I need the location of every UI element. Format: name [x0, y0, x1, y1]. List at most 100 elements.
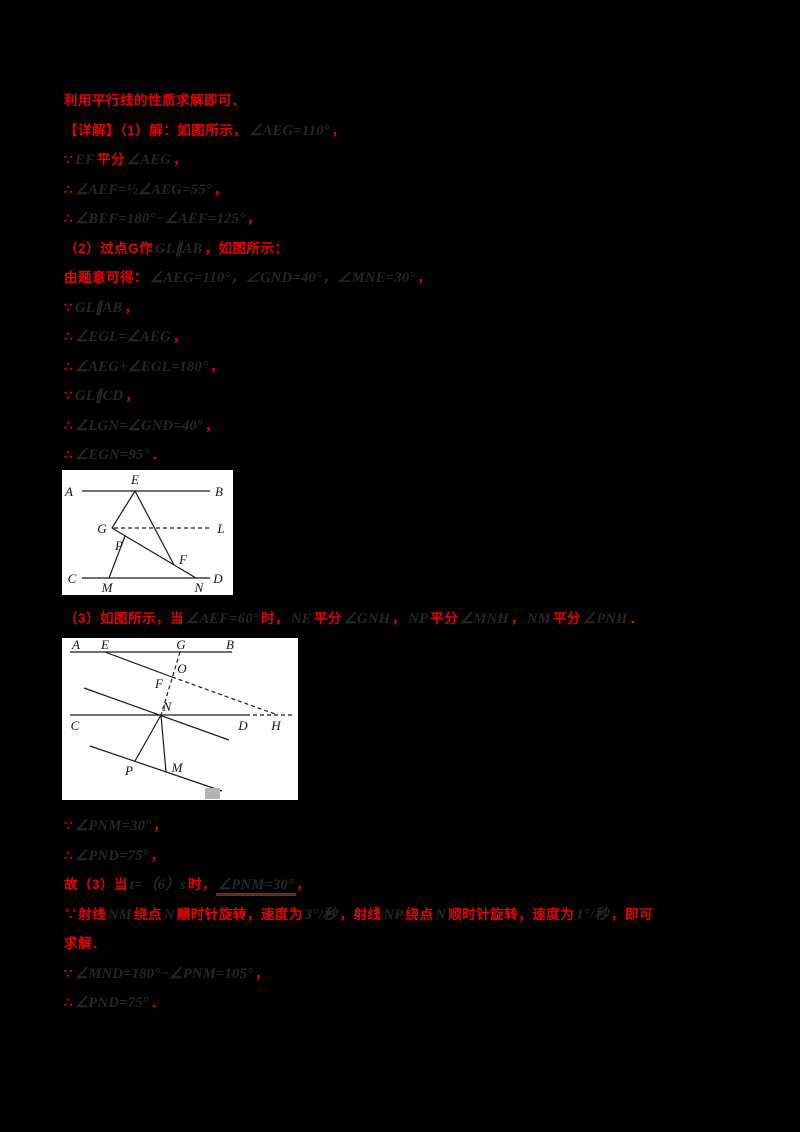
- text-segment-red: 顺时针旋转，速度为: [176, 906, 303, 922]
- text-segment-red: ∵: [64, 388, 74, 403]
- text-segment-math: ∠PND=75°: [75, 847, 149, 864]
- text-segment-red: ，射线: [339, 906, 382, 922]
- text-segment-math: 1°/秒: [576, 906, 610, 923]
- label-L: L: [216, 521, 224, 536]
- text-segment-math: ∠MNH: [460, 610, 509, 627]
- text-segment-math: ∠AEF=60°: [186, 610, 259, 627]
- segment-EF: [134, 490, 175, 565]
- text-segment-math: N: [435, 906, 447, 923]
- solution-lines-part3: ∵ ∠PNM=30°， ∴ ∠PND=75°，故（3）当 t=（6）s 时， ∠PNM=30…: [64, 811, 760, 1018]
- text-segment-red: ∴: [64, 358, 74, 374]
- label-D: D: [237, 718, 248, 733]
- label-E: E: [130, 472, 139, 487]
- text-segment-math: ∠BEF=180°−∠AEF=125°: [75, 211, 246, 227]
- label-G: G: [97, 521, 107, 536]
- text-segment-mathu: ∠PNM=30°: [216, 877, 297, 896]
- solution-lines-part1: 利用平行线的性质求解即可． 【详解】（1）解：如图所示， ∠AEG=110°， ∵ EF…: [64, 86, 760, 470]
- text-segment-red: ∵: [64, 299, 74, 315]
- text-segment-red: 平分: [552, 610, 581, 626]
- text-segment-red: ∵射线: [64, 906, 106, 922]
- segment-EO: [104, 651, 173, 678]
- solution-line: ∵ GL∥AB，: [64, 293, 760, 323]
- text-segment-red: 平分: [430, 610, 459, 626]
- solution-line: 由题意可得： ∠AEG=110°，∠GND=40°，∠MNE=30°，: [64, 263, 760, 293]
- solution-line: 利用平行线的性质求解即可．: [64, 86, 760, 116]
- text-segment-math: ∠PNM=30°: [75, 818, 152, 834]
- solution-line: ∴ ∠AEF=½∠AEG=55°，: [64, 175, 760, 205]
- text-segment-red: ，: [205, 417, 220, 433]
- solution-line: 求解．: [64, 929, 760, 959]
- solution-line: （2）过点G作 GL∥AB ，如图所示：: [64, 234, 760, 264]
- text-segment-red: 平分: [313, 610, 342, 626]
- text-segment-math: ∠AEF=½∠AEG=55°: [75, 181, 212, 198]
- text-segment-red: ，: [124, 299, 139, 315]
- text-segment-red: ，: [510, 610, 525, 626]
- segment-GN: [111, 526, 197, 579]
- text-segment-red: ，: [296, 877, 311, 892]
- text-segment-math: NM: [526, 610, 551, 627]
- solution-line: ∴ ∠PND=75° ．: [64, 988, 760, 1018]
- label-M: M: [101, 580, 114, 595]
- label-N: N: [162, 699, 173, 714]
- text-segment-math: GL∥CD: [75, 388, 124, 404]
- text-segment-math: EF: [75, 152, 96, 168]
- parallel-lines-figure-2: A E G B O F N C D H P M: [62, 638, 298, 800]
- text-segment-red: ，: [173, 152, 188, 167]
- solution-line: ∴ ∠EGL=∠AEG，: [64, 322, 760, 352]
- label-H: H: [270, 718, 281, 733]
- text-segment-red: （3）如图所示，当: [64, 610, 185, 626]
- text-segment-red: 【详解】（1）解：如图所示，: [64, 122, 248, 138]
- text-segment-red: 平分: [97, 152, 126, 167]
- text-segment-red: 时，: [261, 610, 289, 626]
- solution-line: 故（3）当 t=（6）s 时， ∠PNM=30°，: [64, 870, 760, 900]
- text-segment-red: ，即可: [611, 906, 654, 922]
- text-segment-math: GL∥AB: [75, 299, 123, 316]
- text-segment-math: ∠AEG=110°: [249, 122, 330, 139]
- solution-line: ∵射线 NM 绕点 N 顺时针旋转，速度为 3°/秒 ，射线 NP 绕点 N 顺时针旋转，速度为 1°…: [64, 900, 760, 930]
- text-segment-math: ∠PNH: [582, 610, 628, 627]
- text-segment-math: ∠MND=180°−∠PNM=105°: [75, 965, 254, 982]
- bottom-transversal: [89, 745, 223, 792]
- text-segment-red: ，: [255, 965, 270, 981]
- solution-line: ∴ ∠PND=75°，: [64, 841, 760, 871]
- text-segment-red: ∵: [64, 818, 74, 833]
- text-segment-math: GL∥AB: [155, 240, 203, 257]
- text-segment-math: ∠GNH: [343, 610, 391, 627]
- text-segment-red: ，: [125, 388, 140, 403]
- text-segment-red: ，: [331, 122, 346, 138]
- text-segment-math: NP: [408, 610, 429, 627]
- transversal-through-N: [83, 687, 230, 741]
- text-segment-math: ∠AEG+∠EGL=180°: [75, 358, 209, 375]
- text-segment-red: ∴: [64, 211, 74, 226]
- label-M: M: [171, 760, 184, 775]
- text-segment-red: 顺时针旋转，速度为: [448, 906, 575, 922]
- solution-lines-part2: （3）如图所示，当 ∠AEF=60° 时， NE 平分 ∠GNH， NP 平分 ∠MNH， NM 平…: [64, 604, 760, 634]
- text-segment-red: ∵: [64, 152, 74, 167]
- label-F: F: [154, 676, 164, 691]
- label-C: C: [71, 718, 80, 733]
- segment-NM: [160, 714, 167, 773]
- label-A: A: [64, 484, 73, 499]
- text-segment-red: ∵: [64, 965, 74, 981]
- label-B: B: [215, 484, 223, 499]
- label-N: N: [194, 580, 205, 595]
- solution-line: 【详解】（1）解：如图所示， ∠AEG=110°，: [64, 116, 760, 146]
- text-segment-red: 求解．: [64, 936, 106, 951]
- text-segment-math: ∠AEG: [127, 152, 172, 168]
- text-segment-red: ∴: [64, 847, 74, 863]
- text-segment-math: ∠LGN=∠GND=40°: [75, 417, 204, 434]
- text-segment-red: ∴: [64, 417, 74, 433]
- text-segment-red: 绕点: [133, 906, 162, 922]
- text-segment-red: 时，: [188, 877, 216, 892]
- label-P: P: [114, 538, 123, 553]
- solution-line: ∴ ∠EGN=95° ．: [64, 440, 760, 470]
- label-B: B: [226, 638, 234, 652]
- solution-line: ∵ ∠MND=180°−∠PNM=105°，: [64, 959, 760, 989]
- text-segment-red: ，: [210, 358, 225, 374]
- text-segment-math: N: [163, 906, 175, 923]
- label-C: C: [68, 571, 77, 586]
- segment-OH-dashed: [171, 676, 276, 715]
- segment-NP: [134, 714, 162, 762]
- label-F: F: [178, 552, 188, 567]
